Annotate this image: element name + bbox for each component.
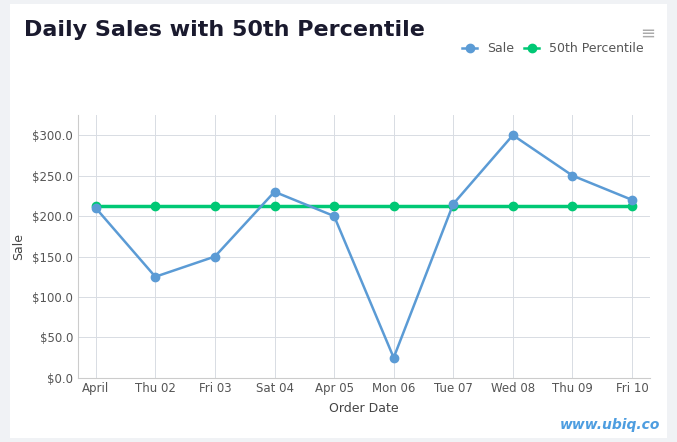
Text: Daily Sales with 50th Percentile: Daily Sales with 50th Percentile: [24, 20, 424, 40]
50th Percentile: [390, 203, 398, 208]
Sale: [509, 133, 517, 138]
50th Percentile: [151, 203, 159, 208]
Sale: [450, 201, 458, 206]
Sale: [211, 254, 219, 259]
Y-axis label: Sale: Sale: [12, 233, 25, 260]
X-axis label: Order Date: Order Date: [329, 402, 399, 415]
50th Percentile: [91, 203, 100, 208]
Line: 50th Percentile: 50th Percentile: [91, 202, 636, 210]
Text: ≡: ≡: [640, 24, 655, 42]
Legend: Sale, 50th Percentile: Sale, 50th Percentile: [462, 42, 644, 55]
Sale: [628, 197, 636, 202]
Sale: [270, 189, 278, 194]
Sale: [569, 173, 577, 178]
Sale: [91, 206, 100, 211]
Sale: [390, 355, 398, 360]
50th Percentile: [270, 203, 278, 208]
50th Percentile: [509, 203, 517, 208]
50th Percentile: [330, 203, 338, 208]
50th Percentile: [211, 203, 219, 208]
50th Percentile: [628, 203, 636, 208]
50th Percentile: [450, 203, 458, 208]
Line: Sale: Sale: [91, 131, 636, 362]
Sale: [151, 274, 159, 279]
Text: www.ubiq.co: www.ubiq.co: [560, 418, 660, 432]
Sale: [330, 213, 338, 219]
50th Percentile: [569, 203, 577, 208]
